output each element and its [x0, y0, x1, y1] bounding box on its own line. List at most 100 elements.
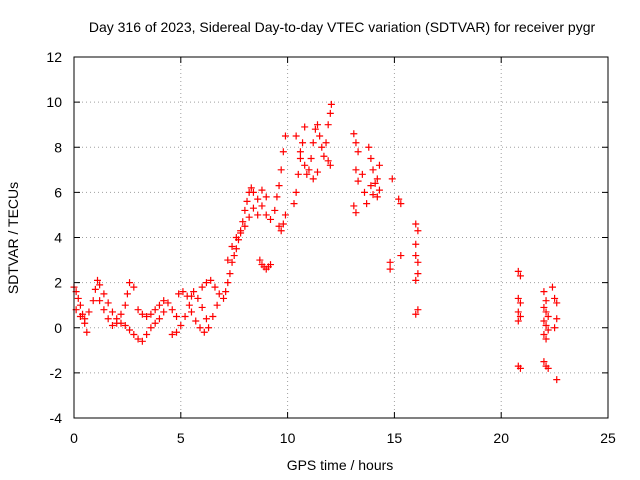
data-point-marker [354, 148, 362, 156]
data-point-marker [121, 321, 129, 329]
data-point-marker [516, 272, 524, 280]
data-point-marker [540, 303, 548, 311]
data-point-marker [155, 315, 163, 323]
x-tick-label: 0 [70, 430, 78, 446]
data-point-marker [514, 317, 522, 325]
data-point-marker [292, 132, 300, 140]
data-point-marker [104, 299, 112, 307]
data-point-marker [134, 335, 142, 343]
data-point-marker [262, 211, 270, 219]
data-point-marker [324, 157, 332, 165]
data-point-marker [375, 161, 383, 169]
data-point-marker [91, 285, 99, 293]
data-point-marker [516, 299, 524, 307]
data-point-marker [222, 288, 230, 296]
data-point-marker [143, 312, 151, 320]
data-point-marker [81, 315, 89, 323]
x-tick-label: 15 [387, 430, 403, 446]
data-point-marker [548, 283, 556, 291]
chart-title: Day 316 of 2023, Sidereal Day-to-day VTE… [89, 19, 596, 35]
data-point-marker [544, 364, 552, 372]
data-point-marker [100, 306, 108, 314]
data-point-marker [143, 331, 151, 339]
y-tick-label: 2 [54, 275, 62, 291]
data-point-marker [192, 317, 200, 325]
data-point-marker [412, 240, 420, 248]
data-point-marker [213, 301, 221, 309]
data-point-marker [414, 258, 422, 266]
data-point-marker [352, 166, 360, 174]
data-point-marker [350, 202, 358, 210]
data-point-marker [412, 252, 420, 260]
data-point-marker [540, 288, 548, 296]
data-point-marker [232, 245, 240, 253]
data-point-marker [76, 312, 84, 320]
data-point-marker [275, 222, 283, 230]
data-point-marker [354, 177, 362, 185]
data-point-marker [281, 211, 289, 219]
data-point-marker [273, 193, 281, 201]
data-point-marker [296, 148, 304, 156]
data-point-marker [516, 312, 524, 320]
x-tick-label: 25 [600, 430, 616, 446]
data-point-marker [544, 312, 552, 320]
data-point-marker [215, 290, 223, 298]
data-point-marker [138, 310, 146, 318]
y-tick-label: 0 [54, 320, 62, 336]
x-tick-label: 5 [177, 430, 185, 446]
data-point-marker [318, 143, 326, 151]
data-point-marker [185, 301, 193, 309]
y-tick-label: 6 [54, 184, 62, 200]
data-point-marker [324, 121, 332, 129]
data-point-marker [314, 121, 322, 129]
data-point-marker [134, 306, 142, 314]
data-point-marker [224, 279, 232, 287]
data-point-marker [100, 290, 108, 298]
data-point-marker [352, 209, 360, 217]
data-point-marker [514, 294, 522, 302]
data-point-marker [367, 155, 375, 163]
data-point-marker [290, 200, 298, 208]
data-point-marker [352, 139, 360, 147]
data-point-marker [117, 310, 125, 318]
data-point-marker [551, 324, 559, 332]
data-point-marker [93, 276, 101, 284]
data-point-marker [542, 335, 550, 343]
data-point-marker [96, 297, 104, 305]
data-point-marker [277, 166, 285, 174]
data-point-marker [196, 324, 204, 332]
data-point-marker [279, 148, 287, 156]
data-point-marker [151, 319, 159, 327]
data-point-marker [350, 130, 358, 138]
data-point-marker [241, 206, 249, 214]
data-point-marker [267, 215, 275, 223]
data-point-marker [130, 331, 138, 339]
data-point-marker [275, 182, 283, 190]
data-point-marker [326, 161, 334, 169]
data-point-marker [230, 252, 238, 260]
data-point-marker [249, 204, 257, 212]
data-point-marker [160, 308, 168, 316]
data-point-marker [271, 206, 279, 214]
data-point-marker [220, 294, 228, 302]
data-point-marker [96, 281, 104, 289]
data-points [70, 100, 561, 384]
data-point-marker [151, 306, 159, 314]
data-point-marker [228, 243, 236, 251]
data-point-marker [553, 315, 561, 323]
x-tick-label: 20 [493, 430, 509, 446]
data-point-marker [202, 279, 210, 287]
data-point-marker [553, 299, 561, 307]
data-point-marker [241, 222, 249, 230]
data-point-marker [360, 188, 368, 196]
data-point-marker [267, 261, 275, 269]
data-point-marker [309, 175, 317, 183]
data-point-marker [187, 308, 195, 316]
data-point-marker [108, 321, 116, 329]
data-point-marker [205, 324, 213, 332]
data-point-marker [292, 188, 300, 196]
data-point-marker [301, 123, 309, 131]
data-point-marker [367, 182, 375, 190]
data-point-marker [514, 267, 522, 275]
data-point-marker [254, 195, 262, 203]
